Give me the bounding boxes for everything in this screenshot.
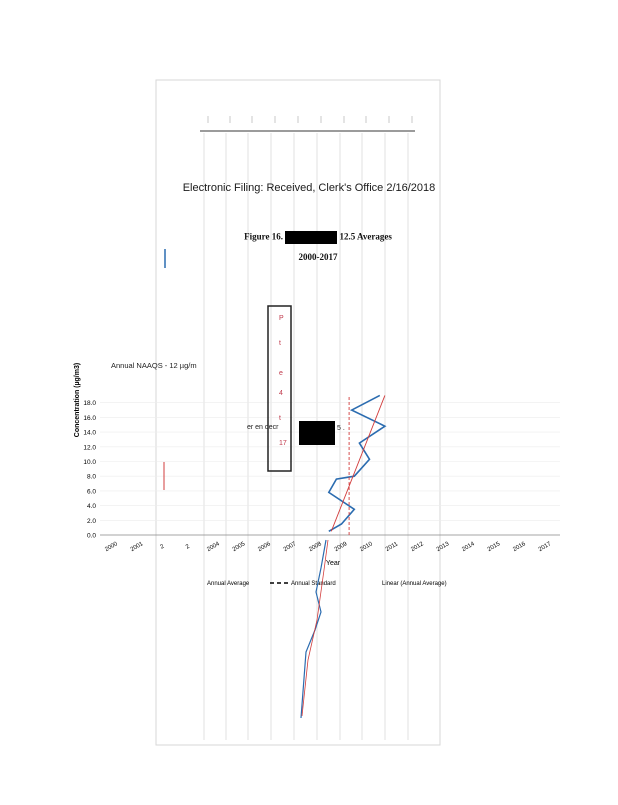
x-tick-label: 2006: [257, 541, 272, 553]
svg-text:e: e: [279, 370, 283, 377]
lower-red-line: [301, 539, 329, 717]
x-tick-label: 2005: [232, 541, 247, 553]
redaction-block-title: [285, 231, 338, 244]
stray-text-label-2: 5 .: [337, 425, 345, 432]
y-tick-label: 12.0: [83, 444, 96, 451]
rotated-text-box: [267, 305, 292, 472]
y-tick-labels: 0.0 2.0 4.0 6.0 8.0 10.0 12.0 14.0 16.0 18.0: [83, 400, 96, 539]
figure-title: Figure 16. 12.5 Averages 2000-2017: [228, 231, 408, 263]
y-axis-label: Concentration (µg/m3): [74, 363, 81, 437]
y-tick-label: 6.0: [87, 488, 96, 495]
rotated-box-glyphs: P t e 4 t 17: [279, 315, 287, 447]
redaction-block-middle: [299, 421, 335, 445]
x-tick-label: 2000: [104, 541, 119, 553]
x-tick-label: 2007: [283, 541, 298, 553]
x-tick-label: 2: [185, 543, 191, 550]
y-tick-label: 8.0: [87, 474, 96, 481]
series-line-linear: [330, 395, 386, 532]
svg-text:P: P: [279, 315, 284, 322]
x-tick-label: 2012: [410, 541, 425, 553]
x-tick-label: 2: [160, 543, 166, 550]
x-tick-label: 2011: [385, 541, 400, 553]
series-group: [327, 394, 387, 535]
x-tick-label: 2008: [308, 541, 323, 553]
naaqs-label: Annual NAAQS - 12 µg/m: [111, 361, 197, 370]
x-axis-label: Year: [326, 560, 341, 567]
svg-text:t: t: [279, 415, 281, 422]
series-line-annual-average: [327, 394, 387, 532]
legend: Annual Average Annual Standard Linear (A…: [207, 581, 447, 587]
svg-text:17: 17: [279, 440, 287, 447]
x-tick-label: 2015: [487, 541, 502, 553]
x-tick-label: 2001: [130, 541, 145, 553]
x-tick-label: 2013: [436, 541, 451, 553]
lower-blue-line: [300, 539, 327, 719]
x-tick-label: 2004: [206, 541, 221, 553]
background-frame: [155, 79, 441, 746]
x-tick-labels: 2000 2001 2 2 2004 2005 2006 2007 2008 2009 2010 20…: [104, 541, 553, 553]
filing-stamp: Electronic Filing: Received, Clerk's Off…: [182, 182, 436, 194]
y-tick-label: 2.0: [87, 518, 96, 525]
y-tick-label: 14.0: [83, 430, 96, 437]
y-tick-label: 18.0: [83, 400, 96, 407]
figure-title-prefix: Figure 16.: [244, 231, 283, 242]
y-tick-label: 0.0: [87, 533, 96, 540]
y-tick-label: 16.0: [83, 415, 96, 422]
legend-annual-average: Annual Average: [207, 581, 250, 587]
x-tick-label: 2016: [512, 541, 527, 553]
figure-title-suffix: 12.5 Averages: [339, 231, 392, 242]
svg-text:4: 4: [279, 390, 283, 397]
x-tick-label: 2014: [461, 541, 476, 553]
legend-annual-standard: Annual Standard: [291, 581, 336, 587]
svg-text:t: t: [279, 340, 281, 347]
stray-text-label: er en decr: [247, 424, 279, 431]
y-tick-label: 4.0: [87, 503, 96, 510]
legend-linear: Linear (Annual Average): [382, 581, 447, 587]
x-tick-label: 2010: [359, 541, 374, 553]
x-tick-label: 2017: [538, 541, 553, 553]
figure-subtitle: 2000-2017: [298, 252, 338, 262]
y-tick-label: 10.0: [83, 459, 96, 466]
x-tick-label: 2009: [334, 541, 349, 553]
background-tick-marks: [207, 116, 413, 123]
